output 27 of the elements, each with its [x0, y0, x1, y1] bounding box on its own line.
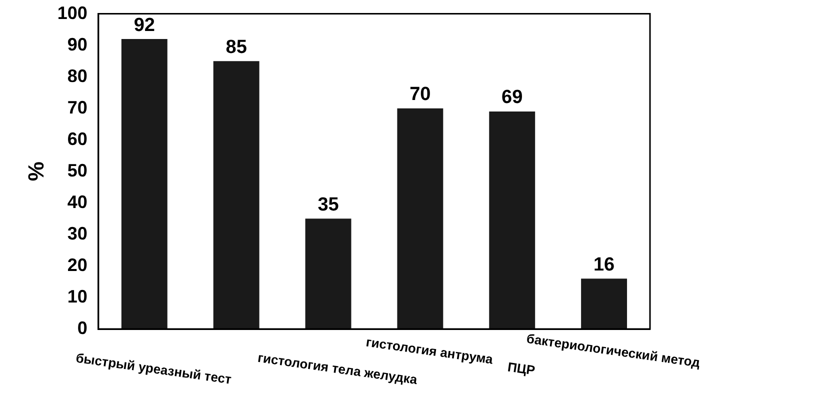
y-tick-label: 0 [77, 318, 88, 338]
data-label: 85 [226, 36, 248, 58]
bar [397, 108, 444, 329]
data-label: 69 [502, 87, 523, 108]
x-tick-label: быстрый уреазный тест [74, 350, 232, 387]
y-tick-label: 90 [67, 34, 88, 54]
y-tick-label: 100 [57, 2, 88, 23]
bar [581, 278, 628, 329]
y-tick-label: 40 [67, 192, 88, 212]
y-tick-label: 20 [67, 254, 88, 275]
y-tick-label: 60 [67, 128, 88, 149]
y-tick-label: 80 [67, 66, 88, 86]
y-tick-label: 30 [67, 223, 88, 244]
data-label: 92 [134, 14, 155, 36]
bar [305, 218, 352, 329]
y-tick-label: 50 [67, 160, 88, 180]
data-label: 35 [318, 194, 340, 216]
y-tick-label: 70 [67, 97, 88, 118]
bar [213, 61, 260, 329]
y-tick-label: 10 [67, 286, 88, 306]
x-tick-label: ПЦР [506, 359, 536, 378]
y-axis-title: % [23, 162, 48, 182]
data-label: 70 [410, 84, 431, 106]
bar [489, 112, 536, 329]
data-label: 16 [593, 254, 615, 276]
x-tick-label: гистология антрума [365, 334, 495, 367]
bar [121, 39, 168, 329]
